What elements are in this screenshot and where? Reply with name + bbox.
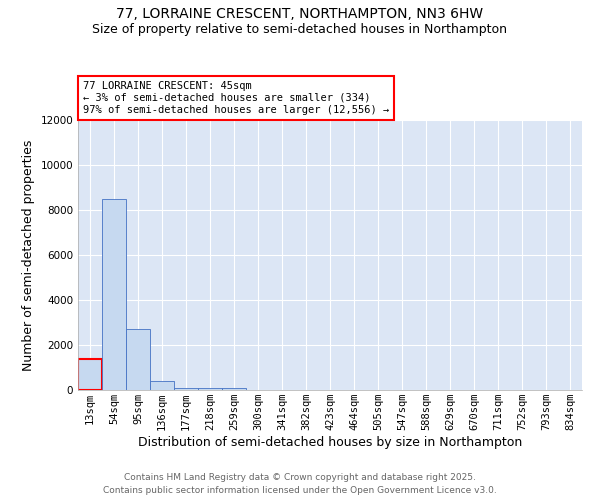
Bar — [222, 388, 246, 390]
Bar — [78, 358, 102, 390]
Bar — [126, 329, 150, 390]
Text: 77, LORRAINE CRESCENT, NORTHAMPTON, NN3 6HW: 77, LORRAINE CRESCENT, NORTHAMPTON, NN3 … — [116, 8, 484, 22]
X-axis label: Distribution of semi-detached houses by size in Northampton: Distribution of semi-detached houses by … — [138, 436, 522, 449]
Text: Contains HM Land Registry data © Crown copyright and database right 2025.
Contai: Contains HM Land Registry data © Crown c… — [103, 474, 497, 495]
Bar — [150, 382, 174, 390]
Y-axis label: Number of semi-detached properties: Number of semi-detached properties — [22, 140, 35, 370]
Text: Size of property relative to semi-detached houses in Northampton: Size of property relative to semi-detach… — [92, 22, 508, 36]
Bar — [198, 388, 222, 390]
Bar — [174, 388, 198, 390]
Text: 77 LORRAINE CRESCENT: 45sqm
← 3% of semi-detached houses are smaller (334)
97% o: 77 LORRAINE CRESCENT: 45sqm ← 3% of semi… — [83, 82, 389, 114]
Bar — [102, 198, 126, 390]
